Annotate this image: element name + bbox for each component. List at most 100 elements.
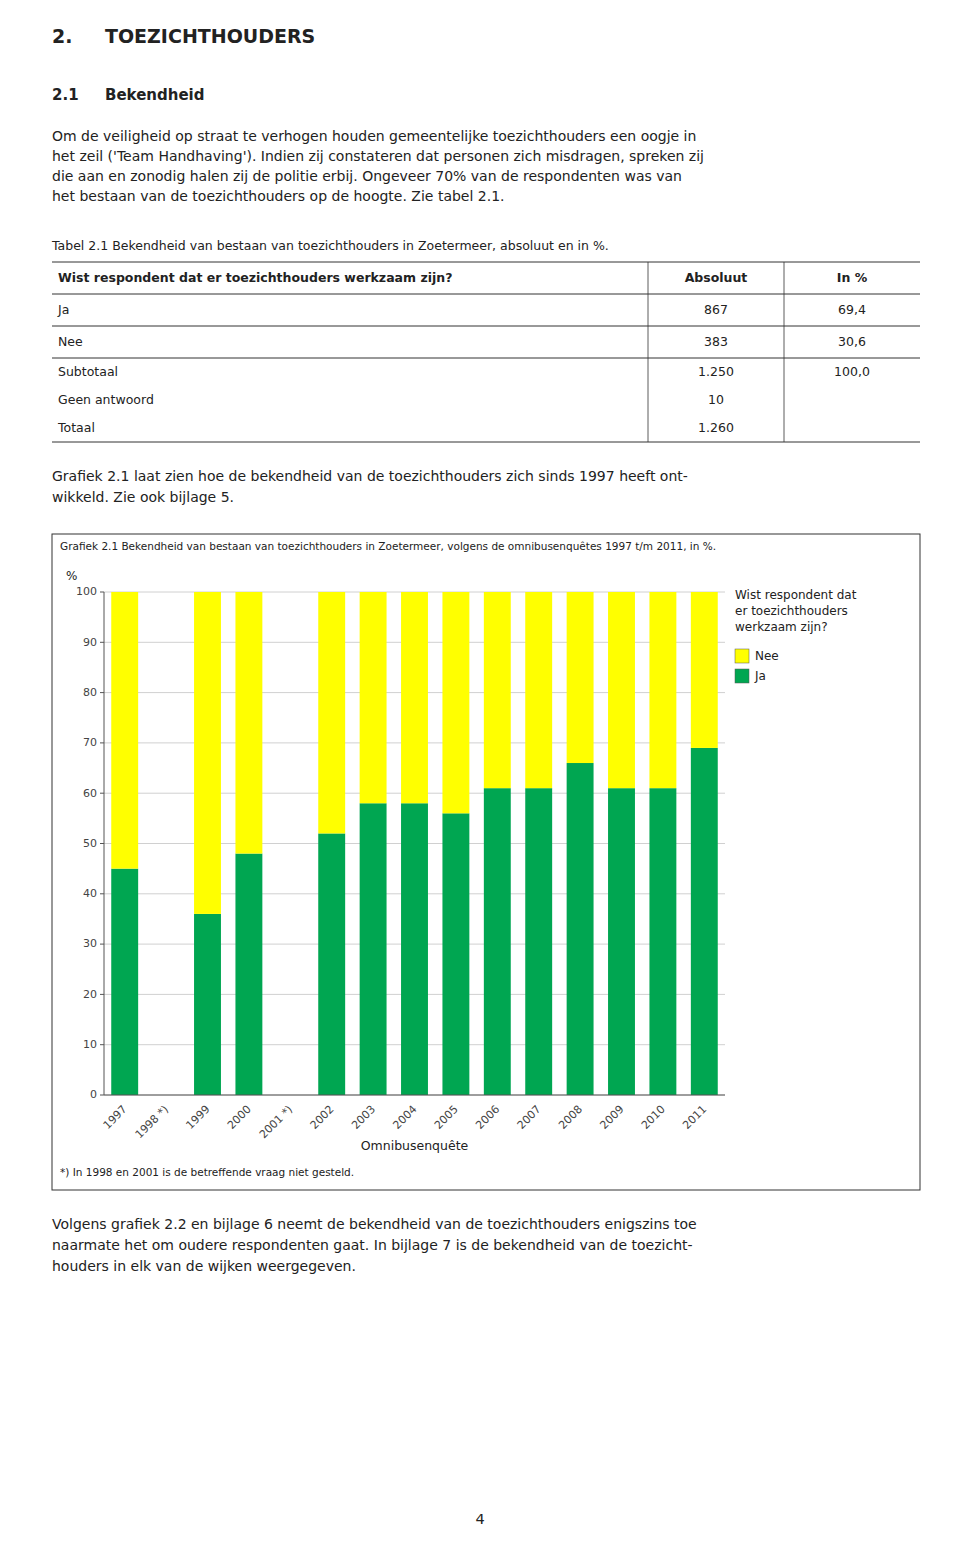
y-tick bbox=[100, 642, 104, 643]
y-tick bbox=[100, 1044, 104, 1045]
chart-frame bbox=[52, 534, 920, 1190]
section-number: 2.1 bbox=[52, 86, 79, 104]
legend-label: Nee bbox=[755, 649, 779, 663]
body-text: Om de veiligheid op straat te verhogen h… bbox=[52, 128, 696, 144]
table-cell: 867 bbox=[704, 302, 728, 317]
x-tick-label: 2001 *) bbox=[257, 1103, 295, 1141]
bar bbox=[235, 592, 262, 854]
y-tick-label: 20 bbox=[83, 988, 97, 1001]
bar bbox=[111, 592, 138, 869]
bar bbox=[525, 788, 552, 1095]
y-tick-label: 80 bbox=[83, 686, 97, 699]
bar bbox=[691, 748, 718, 1095]
bar bbox=[608, 592, 635, 788]
x-axis bbox=[104, 1095, 725, 1096]
bar bbox=[608, 788, 635, 1095]
table-cell: 10 bbox=[708, 392, 724, 407]
bar bbox=[484, 788, 511, 1095]
x-tick-label: 1997 bbox=[101, 1103, 130, 1132]
bar bbox=[360, 592, 387, 803]
y-tick bbox=[100, 592, 104, 593]
x-tick-label: 2007 bbox=[515, 1103, 544, 1132]
x-tick-label: 1998 *) bbox=[133, 1103, 171, 1141]
bars bbox=[111, 592, 718, 1095]
y-tick-label: 30 bbox=[83, 937, 97, 950]
bar bbox=[442, 592, 469, 813]
table-cell: 1.250 bbox=[698, 364, 734, 379]
x-tick-label: 2003 bbox=[349, 1103, 378, 1132]
y-tick bbox=[100, 944, 104, 945]
table-cell: 100,0 bbox=[834, 364, 870, 379]
body-text: het bestaan van de toezichthouders op de… bbox=[52, 188, 505, 204]
body-text: houders in elk van de wijken weergegeven… bbox=[52, 1258, 356, 1274]
x-tick-label: 2006 bbox=[473, 1103, 502, 1132]
bar bbox=[525, 592, 552, 788]
x-tick-label: 2004 bbox=[390, 1103, 419, 1132]
y-tick bbox=[100, 994, 104, 995]
table-rule bbox=[52, 358, 920, 359]
bar bbox=[401, 803, 428, 1095]
x-tick-label: 2008 bbox=[556, 1103, 585, 1132]
bar bbox=[649, 592, 676, 788]
body-text: Volgens grafiek 2.2 en bijlage 6 neemt d… bbox=[52, 1216, 697, 1232]
y-tick bbox=[100, 1095, 104, 1096]
x-axis-label: Omnibusenquête bbox=[361, 1138, 469, 1153]
bar bbox=[484, 592, 511, 788]
table-header-cell: Wist respondent dat er toezichthouders w… bbox=[58, 270, 452, 285]
bar bbox=[111, 869, 138, 1095]
bar bbox=[691, 592, 718, 748]
y-tick bbox=[100, 843, 104, 844]
page-number: 4 bbox=[475, 1511, 484, 1527]
legend-swatch bbox=[735, 669, 749, 683]
bar bbox=[567, 592, 594, 763]
table-rule bbox=[52, 442, 920, 443]
x-tick-label: 2011 bbox=[680, 1103, 709, 1132]
x-tick-label: 2000 bbox=[225, 1103, 254, 1132]
y-tick-label: 60 bbox=[83, 787, 97, 800]
legend-title: Wist respondent dat bbox=[735, 588, 857, 602]
legend-label: Ja bbox=[754, 669, 766, 683]
table-rule bbox=[52, 326, 920, 327]
y-tick-label: 10 bbox=[83, 1038, 97, 1051]
table-cell: 69,4 bbox=[838, 302, 866, 317]
body-text: wikkeld. Zie ook bijlage 5. bbox=[52, 489, 234, 505]
table-rule bbox=[52, 294, 920, 295]
y-tick bbox=[100, 742, 104, 743]
y-tick bbox=[100, 893, 104, 894]
chapter-title: TOEZICHTHOUDERS bbox=[105, 25, 315, 47]
table-cell: Ja bbox=[57, 302, 69, 317]
body-text: het zeil ('Team Handhaving'). Indien zij… bbox=[52, 148, 704, 164]
bar bbox=[442, 813, 469, 1095]
bar bbox=[194, 914, 221, 1095]
table-rule bbox=[784, 262, 785, 442]
table-caption: Tabel 2.1 Bekendheid van bestaan van toe… bbox=[51, 238, 609, 253]
y-tick bbox=[100, 793, 104, 794]
y-axis-label: % bbox=[66, 569, 77, 583]
table-cell: Totaal bbox=[57, 420, 95, 435]
bar bbox=[318, 592, 345, 833]
table-cell: Nee bbox=[58, 334, 83, 349]
body-text: Grafiek 2.1 laat zien hoe de bekendheid … bbox=[52, 468, 688, 484]
bar bbox=[649, 788, 676, 1095]
legend-title: er toezichthouders bbox=[735, 604, 848, 618]
bar bbox=[235, 854, 262, 1095]
table-cell: 383 bbox=[704, 334, 728, 349]
chart-note: *) In 1998 en 2001 is de betreffende vra… bbox=[60, 1166, 354, 1178]
section-title: Bekendheid bbox=[105, 86, 205, 104]
legend-title: werkzaam zijn? bbox=[735, 620, 828, 634]
y-tick bbox=[100, 692, 104, 693]
bar bbox=[318, 833, 345, 1095]
y-axis bbox=[104, 592, 105, 1095]
table-cell: Subtotaal bbox=[58, 364, 118, 379]
body-text: die aan en zonodig halen zij de politie … bbox=[52, 168, 682, 184]
x-tick-label: 2002 bbox=[308, 1103, 337, 1132]
legend-swatch bbox=[735, 649, 749, 663]
grid-line bbox=[104, 1095, 725, 1096]
x-tick-label: 2009 bbox=[597, 1103, 626, 1132]
table-cell: 1.260 bbox=[698, 420, 734, 435]
page: 2.TOEZICHTHOUDERS2.1BekendheidOm de veil… bbox=[0, 0, 960, 1543]
y-tick-label: 90 bbox=[83, 636, 97, 649]
x-tick-label: 2005 bbox=[432, 1103, 461, 1132]
bar bbox=[567, 763, 594, 1095]
table-header-cell: Absoluut bbox=[685, 270, 748, 285]
